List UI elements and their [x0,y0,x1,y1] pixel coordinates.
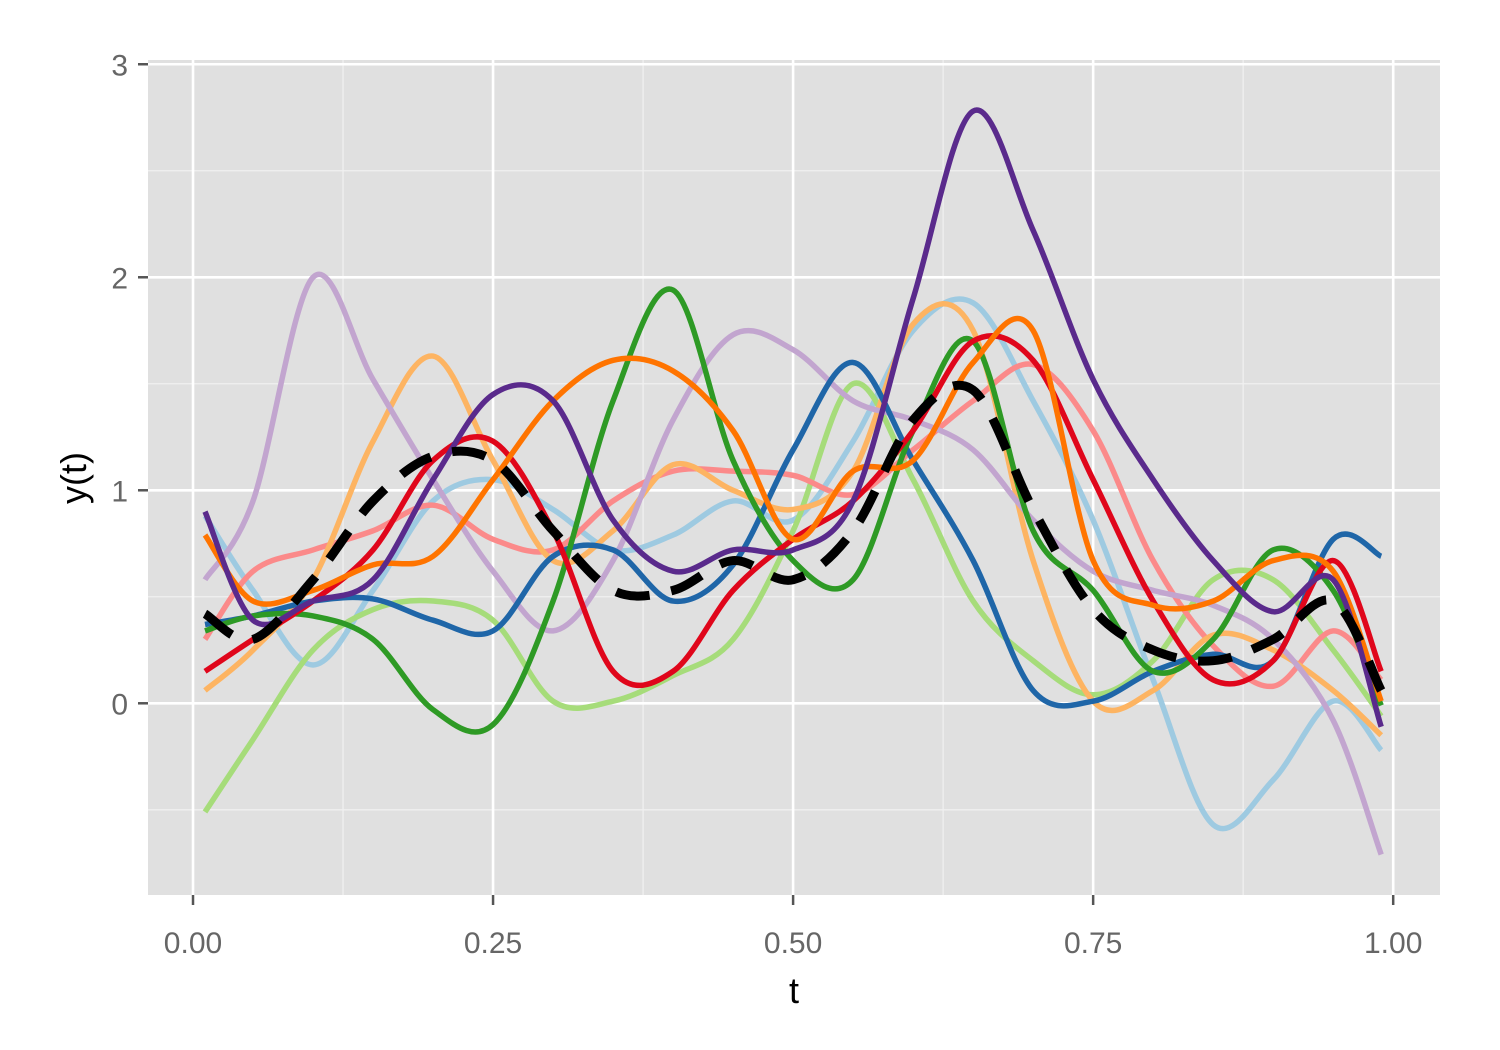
series-group [202,107,1386,856]
x-tick-label: 0.25 [464,927,522,960]
x-tick-label: 1.00 [1364,927,1422,960]
x-tick-label: 0.75 [1064,927,1122,960]
mean-curve [202,380,1386,693]
y-axis-title: y(t) [53,452,94,504]
x-tick-label: 0.00 [164,927,222,960]
curve-light-blue [202,296,1384,832]
curve-lavender [202,271,1384,856]
curve-purple [202,107,1384,728]
curve-dark-green [204,286,1384,735]
x-tick-label: 0.50 [764,927,822,960]
curve-light-orange [203,301,1384,738]
x-axis-title: t [789,970,799,1011]
y-tick-label: 0 [111,688,128,721]
curve-dark-orange [202,315,1384,703]
y-tick-label: 1 [111,475,128,508]
axis-ticks [138,63,1395,905]
curve-dark-blue [204,359,1383,709]
y-tick-label: 3 [111,49,128,82]
y-tick-label: 2 [111,262,128,295]
y-tick-labels: 0 1 2 3 [111,49,128,721]
x-tick-labels: 0.00 0.25 0.50 0.75 1.00 [164,927,1423,960]
